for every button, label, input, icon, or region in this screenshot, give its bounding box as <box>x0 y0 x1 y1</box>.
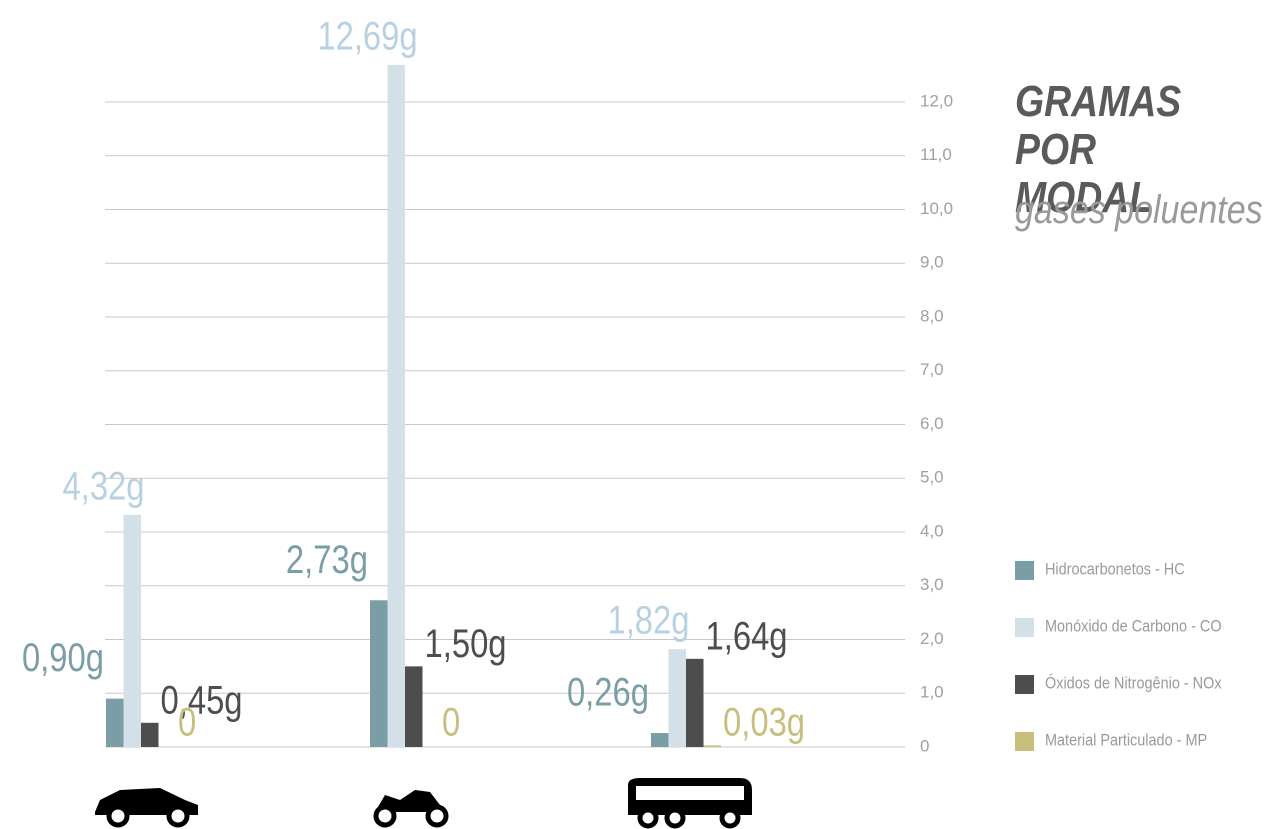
value-label: 0,45g <box>161 677 243 722</box>
car-icon <box>95 788 198 828</box>
y-tick-label: 8,0 <box>920 306 944 325</box>
y-tick-label: 10,0 <box>920 199 953 218</box>
value-label: 4,32g <box>62 463 144 508</box>
value-label: 0 <box>178 699 196 744</box>
y-tick-label: 6,0 <box>920 414 944 433</box>
legend-swatch <box>1015 561 1034 580</box>
legend-swatch <box>1015 618 1034 637</box>
legend-label: Hidrocarbonetos - HC <box>1045 560 1185 578</box>
y-tick-label: 9,0 <box>920 253 944 272</box>
bar <box>106 698 124 747</box>
value-label: 1,50g <box>425 621 507 666</box>
bar <box>703 745 721 747</box>
value-label: 12,69g <box>317 13 417 58</box>
legend-swatch <box>1015 732 1034 751</box>
legend-label: Material Particulado - MP <box>1045 731 1207 749</box>
chart-subtitle: gases poluentes <box>1015 188 1263 232</box>
bar <box>387 64 405 748</box>
bar <box>123 514 141 747</box>
bar <box>141 722 159 747</box>
y-tick-label: 12,0 <box>920 91 953 110</box>
y-tick-label: 11,0 <box>920 145 952 164</box>
y-tick-label: 7,0 <box>920 360 944 379</box>
chart-title: GRAMAS POR MODAL <box>1015 77 1182 222</box>
legend-label: Óxidos de Nitrogênio - NOx <box>1045 672 1222 692</box>
y-tick-label: 1,0 <box>920 683 944 702</box>
legend-swatch <box>1015 675 1034 694</box>
bus-icon <box>628 778 752 829</box>
y-tick-label: 3,0 <box>920 575 944 594</box>
y-tick-label: 4,0 <box>920 521 944 540</box>
value-label: 0,90g <box>22 635 104 680</box>
moto-icon <box>373 790 449 828</box>
legend-label: Monóxido de Carbono - CO <box>1045 617 1222 635</box>
bar <box>405 666 423 747</box>
value-label: 1,64g <box>706 613 788 658</box>
y-tick-label: 2,0 <box>920 629 944 648</box>
value-label: 1,82g <box>607 598 689 643</box>
value-label: 0 <box>442 699 460 744</box>
bar <box>370 600 388 747</box>
value-label: 0,26g <box>567 669 649 714</box>
bar <box>668 649 686 747</box>
value-label: 2,73g <box>286 537 368 582</box>
value-label: 0,03g <box>723 699 805 744</box>
y-tick-label: 0 <box>920 736 929 755</box>
y-tick-label: 5,0 <box>920 468 944 487</box>
bar <box>686 658 704 747</box>
bar <box>651 733 669 747</box>
